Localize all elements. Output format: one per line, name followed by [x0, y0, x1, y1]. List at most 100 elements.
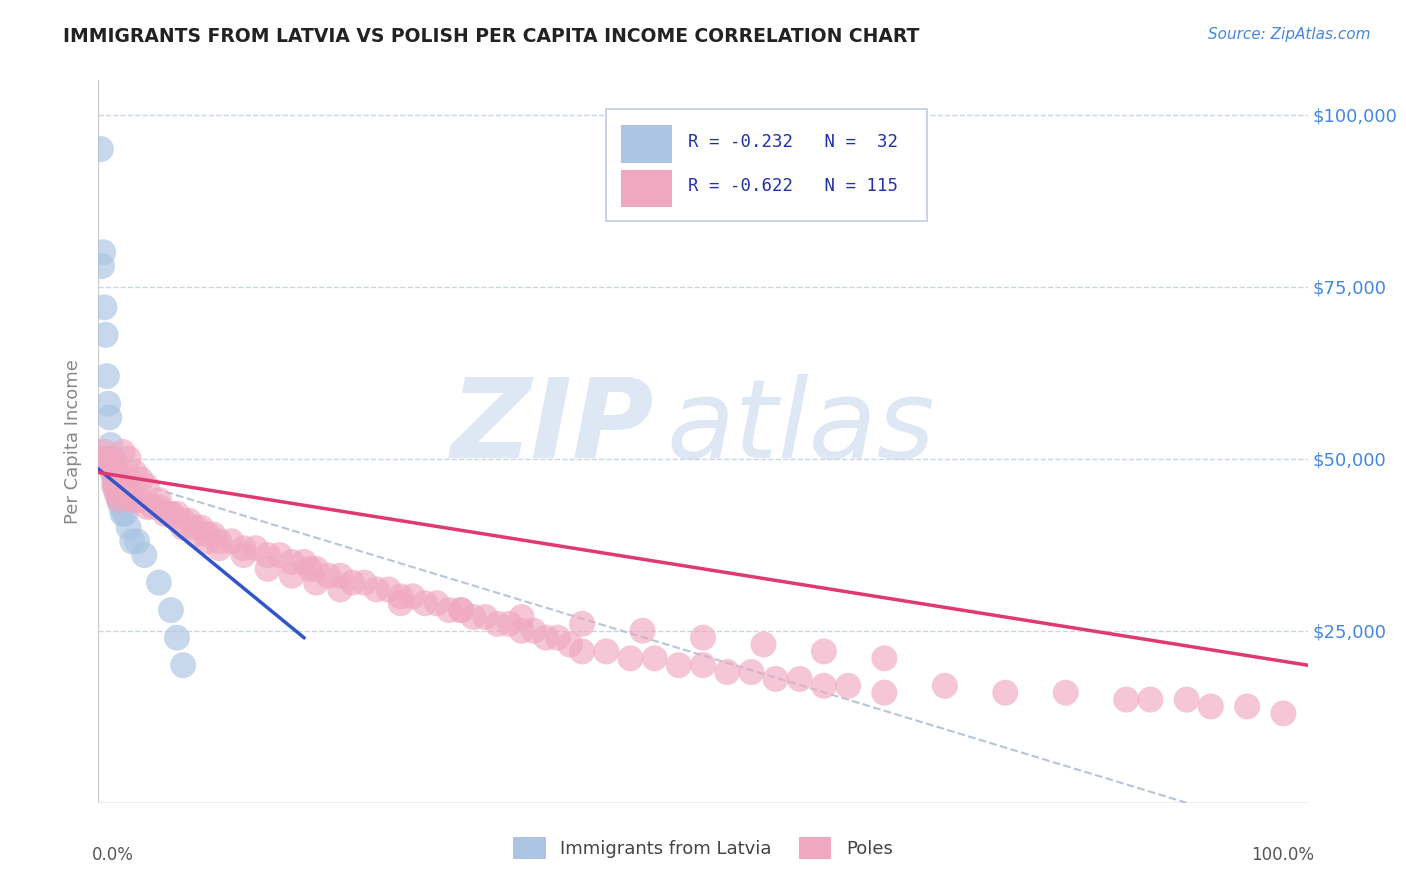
Point — [752, 638, 775, 652]
Text: ZIP: ZIP — [451, 374, 655, 481]
Point — [103, 451, 125, 466]
Point — [305, 575, 328, 590]
Point — [97, 397, 120, 411]
Point — [96, 451, 118, 466]
Point — [108, 493, 131, 508]
Point — [873, 686, 896, 700]
Point — [353, 575, 375, 590]
Point — [135, 500, 157, 514]
Point — [105, 466, 128, 480]
Point — [813, 679, 835, 693]
Point — [110, 500, 132, 514]
Point — [190, 520, 212, 534]
Point — [195, 527, 218, 541]
Point — [103, 472, 125, 486]
Point — [148, 493, 170, 508]
Point — [98, 410, 121, 425]
Point — [101, 466, 124, 480]
Point — [837, 679, 859, 693]
FancyBboxPatch shape — [621, 125, 672, 162]
Point — [114, 507, 136, 521]
Point — [103, 479, 125, 493]
Point — [299, 562, 322, 576]
Point — [571, 644, 593, 658]
Point — [90, 142, 112, 156]
Point — [571, 616, 593, 631]
Point — [256, 548, 278, 562]
Point — [124, 466, 146, 480]
Point — [172, 658, 194, 673]
Point — [281, 568, 304, 582]
Point — [96, 369, 118, 384]
Point — [107, 472, 129, 486]
Point — [118, 451, 141, 466]
Point — [153, 507, 176, 521]
Point — [111, 445, 134, 459]
Point — [342, 575, 364, 590]
Point — [179, 514, 201, 528]
Point — [110, 479, 132, 493]
Point — [873, 651, 896, 665]
Point — [547, 631, 569, 645]
Point — [105, 466, 128, 480]
Point — [108, 493, 131, 508]
Point — [329, 582, 352, 597]
Point — [595, 644, 617, 658]
Point — [305, 562, 328, 576]
Point — [184, 520, 207, 534]
Point — [668, 658, 690, 673]
Point — [1236, 699, 1258, 714]
Text: 100.0%: 100.0% — [1250, 847, 1313, 864]
Point — [108, 472, 131, 486]
Point — [329, 568, 352, 582]
Point — [172, 514, 194, 528]
Point — [105, 479, 128, 493]
FancyBboxPatch shape — [621, 169, 672, 208]
Legend: Immigrants from Latvia, Poles: Immigrants from Latvia, Poles — [506, 830, 900, 866]
Point — [91, 451, 114, 466]
Point — [118, 472, 141, 486]
Point — [221, 534, 243, 549]
Point — [93, 445, 115, 459]
Point — [716, 665, 738, 679]
Point — [100, 458, 122, 473]
Point — [107, 486, 129, 500]
Point — [366, 582, 388, 597]
Y-axis label: Per Capita Income: Per Capita Income — [65, 359, 83, 524]
Text: Source: ZipAtlas.com: Source: ZipAtlas.com — [1208, 27, 1371, 42]
Point — [474, 610, 496, 624]
Point — [1139, 692, 1161, 706]
Point — [208, 534, 231, 549]
Point — [1199, 699, 1222, 714]
Point — [316, 568, 339, 582]
Point — [129, 472, 152, 486]
Point — [523, 624, 546, 638]
Point — [437, 603, 460, 617]
Point — [740, 665, 762, 679]
Point — [994, 686, 1017, 700]
Point — [172, 520, 194, 534]
Point — [108, 472, 131, 486]
Point — [111, 479, 134, 493]
Point — [93, 301, 115, 315]
Point — [160, 603, 183, 617]
Point — [124, 493, 146, 508]
Point — [463, 610, 485, 624]
Point — [101, 466, 124, 480]
Point — [202, 527, 225, 541]
Point — [256, 562, 278, 576]
Point — [232, 541, 254, 556]
Point — [789, 672, 811, 686]
Point — [813, 644, 835, 658]
Point — [115, 486, 138, 500]
Point — [765, 672, 787, 686]
Point — [100, 451, 122, 466]
Point — [281, 555, 304, 569]
Point — [1175, 692, 1198, 706]
Point — [148, 575, 170, 590]
Point — [377, 582, 399, 597]
Point — [135, 479, 157, 493]
Point — [692, 631, 714, 645]
Point — [166, 507, 188, 521]
FancyBboxPatch shape — [606, 109, 927, 221]
